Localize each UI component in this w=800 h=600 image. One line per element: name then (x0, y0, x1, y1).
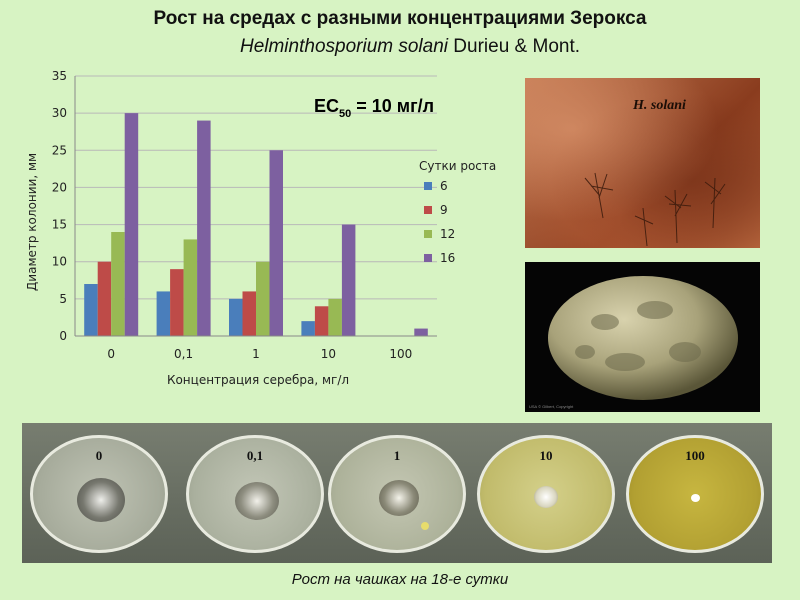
colony-diameter-bar-chart: 0 5 10 15 20 25 30 35 0 0,1 1 10 100 Диаметр колонии… (25, 69, 496, 387)
x-tick-label: 0,1 (174, 347, 193, 361)
y-tick-label: 30 (52, 106, 67, 120)
page-title: Рост на средах с разными концентрациями … (153, 8, 647, 29)
legend-title: Сутки роста (419, 159, 496, 173)
x-tick-label: 0 (107, 347, 115, 361)
legend-swatch (424, 230, 432, 238)
legend-swatch (424, 182, 432, 190)
y-axis-title: Диаметр колонии, мм (25, 153, 39, 291)
bar-day-16-conc-1 (269, 150, 283, 336)
petri-dish-10: 10 (477, 435, 615, 553)
h-solani-micrograph: H. solani (525, 78, 760, 248)
h-solani-label: H. solani (633, 98, 686, 113)
y-tick-label: 10 (52, 255, 67, 269)
bar-day-6-conc-0-1 (156, 291, 171, 336)
fungal-colony (534, 486, 558, 508)
legend: Сутки роста 6 9 12 16 (419, 159, 496, 265)
petri-dish-0-1: 0,1 (186, 435, 324, 553)
fungal-colony (379, 480, 419, 516)
y-tick-label: 35 (52, 69, 67, 83)
ec50-subscript: 50 (339, 108, 351, 120)
fungal-colony (235, 482, 279, 520)
y-tick-label: 25 (52, 143, 67, 157)
petri-dish-label: 0 (95, 448, 103, 463)
legend-label: 16 (440, 251, 455, 265)
contaminant-spot (421, 522, 429, 530)
x-tick-label: 1 (252, 347, 260, 361)
x-axis-title: Концентрация серебра, мг/л (167, 373, 349, 387)
ec50-annotation: EC50 = 10 мг/л (314, 96, 434, 120)
bar-day-16-conc-100 (414, 328, 428, 336)
legend-swatch (424, 206, 432, 214)
species-authority: Durieu & Mont. (453, 36, 581, 57)
y-tick-label: 0 (59, 329, 67, 343)
potato-illustration (548, 276, 738, 400)
bar-day-9-conc-10 (314, 306, 329, 336)
y-tick-label: 5 (59, 292, 67, 306)
bar-day-6-conc-0 (84, 284, 98, 336)
fungal-colony (691, 494, 700, 502)
legend-label: 9 (440, 203, 448, 217)
bar-day-9-conc-1 (242, 291, 256, 336)
legend-swatch (424, 254, 432, 262)
bar-day-12-conc-1 (256, 261, 270, 336)
bar-day-16-conc-10 (341, 224, 356, 336)
bar-day-6-conc-1 (229, 298, 243, 336)
petri-dish-label: 0,1 (246, 448, 264, 463)
bar-day-6-conc-10 (301, 321, 315, 336)
bar-day-16-conc-0 (124, 113, 139, 336)
x-tick-label: 10 (321, 347, 336, 361)
y-tick-label: 15 (52, 218, 67, 232)
legend-label: 6 (440, 179, 448, 193)
petri-dish-label: 10 (539, 448, 553, 463)
x-tick-label: 100 (389, 347, 412, 361)
plates-caption: Рост на чашках на 18-е сутки (291, 571, 509, 588)
bar-day-12-conc-0 (111, 232, 125, 336)
fungal-colony (77, 478, 125, 522)
conidiophore-sketch (584, 172, 726, 247)
potato-photo-credit: USA © Gilbert, Copyright (529, 404, 574, 409)
petri-dish-0: 0 (30, 435, 168, 553)
y-tick-label: 20 (52, 180, 67, 194)
petri-dish-100: 100 (626, 435, 764, 553)
petri-dish-label: 1 (393, 448, 401, 463)
page-subtitle: Helminthosporium solani Durieu & Mont. (0, 36, 800, 58)
petri-dish-1: 1 (328, 435, 466, 553)
petri-dishes-photo: 0 0,1 1 10 100 (22, 423, 772, 563)
ec50-value: = 10 мг/л (351, 96, 434, 116)
legend-label: 12 (440, 227, 455, 241)
petri-dish-label: 100 (685, 448, 705, 463)
species-name: Helminthosporium solani (239, 36, 449, 57)
potato-photo: USA © Gilbert, Copyright (525, 262, 760, 412)
bar-day-16-conc-0-1 (197, 120, 211, 336)
bar-day-9-conc-0 (97, 261, 112, 336)
bar-day-9-conc-0-1 (170, 269, 184, 336)
bar-day-12-conc-10 (328, 298, 342, 336)
ec50-main: EC (314, 96, 339, 116)
bar-day-12-conc-0-1 (183, 239, 198, 336)
